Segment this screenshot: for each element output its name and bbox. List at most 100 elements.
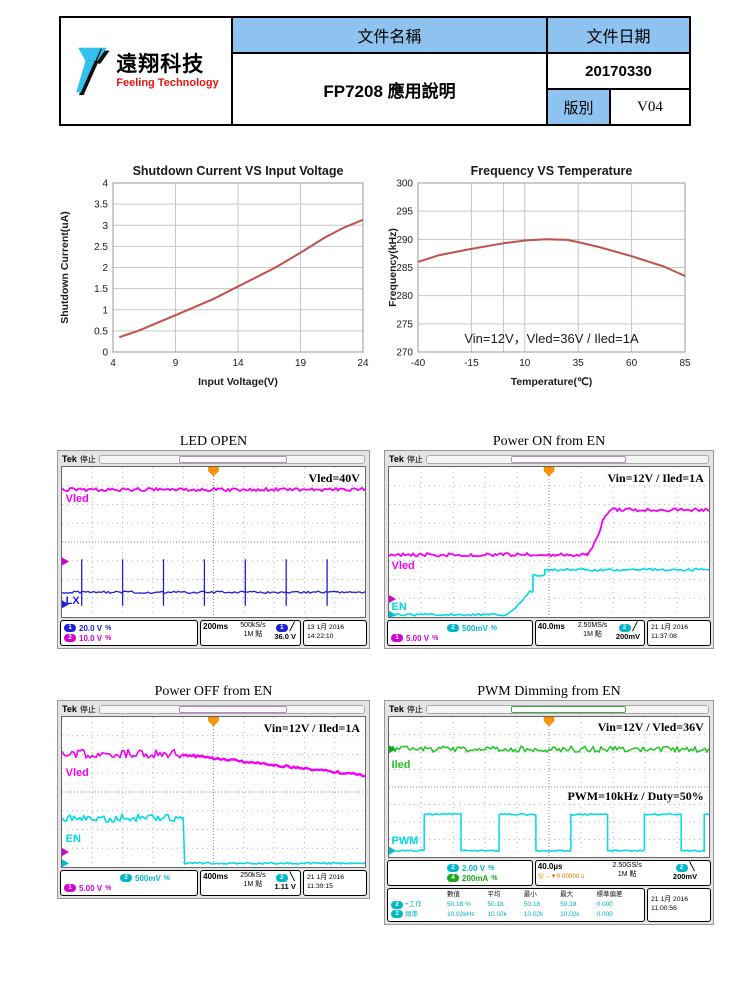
chart-text: Shutdown Current VS Input Voltage xyxy=(133,164,344,178)
run-state-label: 停止 xyxy=(79,454,96,464)
version-value: V04 xyxy=(609,88,691,126)
trigger-position-marker xyxy=(208,467,219,477)
doc-date-value: 20170330 xyxy=(546,52,691,90)
scope-topbar: Tek 停止 xyxy=(387,703,711,715)
tek-label: Tek xyxy=(389,454,404,464)
trace-label: Vled xyxy=(391,560,415,572)
waveform-canvas xyxy=(62,717,365,867)
chart-shutdown-current-vs-input-voltage: 4 9 14 19 24 0 0.5 1 1.5 2 2.5 3 3.5 4 Shutdown Curren… xyxy=(56,162,372,390)
trace-label: LX xyxy=(65,595,80,608)
measure-value: 0.000 xyxy=(596,910,613,918)
timebase-trigger-box: 200ms 500kS/s 1M 點 1 ╱ 36.0 V xyxy=(200,620,301,646)
trigger-slope-icon: ╲ xyxy=(289,872,295,881)
timebase-readout: 40.0µs Ⓤ→▼0.00000 s xyxy=(538,862,592,884)
tek-label: Tek xyxy=(62,454,77,464)
channel-readout: 2 10.0 V% xyxy=(64,634,194,643)
chart-text: 4 xyxy=(110,358,116,369)
bandwidth-indicator: % xyxy=(105,884,112,892)
graticule: Vled EN Vin=12V / Iled=1A xyxy=(388,466,710,618)
channel-scale: 500mV xyxy=(462,623,488,633)
measure-header: 最大 xyxy=(560,891,574,898)
scope-time: 11:00:56 xyxy=(651,905,677,912)
scope-date: 21 1月 2016 xyxy=(651,896,689,904)
scope-time: 14:22:10 xyxy=(307,633,334,640)
scope-time: 11:37:08 xyxy=(651,633,677,640)
trace-label: EN xyxy=(391,600,407,613)
bandwidth-indicator: % xyxy=(163,874,171,882)
measure-value: 0.000 xyxy=(596,900,613,908)
bandwidth-indicator: % xyxy=(105,634,112,642)
trace-label: EN xyxy=(65,832,81,845)
chart-text: 3 xyxy=(102,221,108,232)
channel-badge: 2 xyxy=(618,624,631,632)
trace xyxy=(62,813,184,823)
channel-readout-box: 2 2.00 V% 4 200mA% xyxy=(387,860,533,886)
scope-title: Power OFF from EN xyxy=(154,684,273,699)
version-label: 版別 xyxy=(546,88,611,126)
channel-badge: 2 xyxy=(275,874,288,882)
measure-value: 50.18 % xyxy=(447,900,471,908)
acquisition-window xyxy=(179,455,287,463)
trigger-readout: 2 ╲ 1.11 V xyxy=(272,872,298,894)
chart-text: 295 xyxy=(396,207,413,218)
timebase-readout: 200ms xyxy=(203,622,229,631)
graticule: Vled EN Vin=12V / Iled=1A xyxy=(61,716,366,868)
waveform-canvas xyxy=(62,467,365,617)
channel-badge: 1 xyxy=(275,624,288,632)
chart-text: -40 xyxy=(411,358,426,369)
scope-topbar: Tek 停止 xyxy=(60,703,367,715)
trace-label: Iled xyxy=(391,759,411,771)
acquisition-strip xyxy=(98,454,365,464)
channel-readout: 1 20.0 V% xyxy=(64,624,194,633)
sample-rate-readout: 250kS/s 1M 點 xyxy=(240,872,266,888)
channel-scale: 20.0 V xyxy=(79,623,103,633)
waveform-canvas xyxy=(389,467,709,617)
chart-frequency-vs-temperature: -40 -15 10 35 60 85 270 275 280 285 290 295 300 Frequ… xyxy=(384,162,710,390)
bandwidth-indicator: % xyxy=(488,864,495,872)
trace-label: PWM xyxy=(391,834,419,847)
chart-text: Vin=12V，Vled=36V / Iled=1A xyxy=(464,331,639,346)
trigger-level: 200mV xyxy=(672,872,698,881)
channel-ref-marker xyxy=(62,859,69,867)
channel-scale: 5.00 V xyxy=(79,883,103,893)
trigger-slope-icon: ╱ xyxy=(289,622,295,631)
chart-text: 9 xyxy=(173,358,179,369)
data-line xyxy=(417,238,686,277)
chart-text: 290 xyxy=(396,235,413,246)
channel-ref-marker xyxy=(62,600,69,609)
chart-text: 60 xyxy=(626,358,638,369)
chart-text: 10 xyxy=(519,358,531,369)
chart-text: 0 xyxy=(102,348,108,359)
measurement-table: 數值 平均 最小 最大 標準偏差 2 +工作 50.18 % 50.18 50.18 50.18 0.… xyxy=(387,888,645,922)
channel-scale: 10.0 V xyxy=(79,633,103,643)
measurement-grid: 數值 平均 最小 最大 標準偏差 2 +工作 50.18 % 50.18 50.18 50.18 0.… xyxy=(391,890,641,919)
channel-badge: 2 xyxy=(64,634,76,642)
chart-text: 280 xyxy=(396,291,413,302)
annotation: Vin=12V / Iled=1A xyxy=(261,720,362,735)
chart-canvas: 4 9 14 19 24 0 0.5 1 1.5 2 2.5 3 3.5 4 Shutdown Curren… xyxy=(59,164,369,388)
trace xyxy=(389,745,709,753)
plot-border xyxy=(417,182,686,353)
timebase-readout: 400ms xyxy=(203,872,229,881)
channel-ref-marker xyxy=(389,846,396,855)
logo-cell: 遠翔科技 Feeling Technology xyxy=(59,16,233,126)
channel-ref-marker xyxy=(389,745,396,754)
timebase-trigger-box: 40.0ms 2.50MS/s 1M 點 2 ╱ 200mV xyxy=(534,620,645,646)
measure-value: 50.18 xyxy=(523,900,541,908)
channel-scale: 5.00 V xyxy=(406,633,430,643)
measure-value: 10.02k xyxy=(487,910,507,918)
annotation: Vin=12V / Vled=36V xyxy=(595,720,706,735)
channel-badge: 1 xyxy=(64,884,76,892)
channel-scale: 500mV xyxy=(135,873,161,883)
trigger-position-marker xyxy=(543,467,555,477)
chart-text: Input Voltage(V) xyxy=(198,376,278,388)
scope-bezel: Tek 停止 Vled EN Vin=12V / Iled=1A 2 500mV% 1 5.00… xyxy=(57,700,370,899)
trace xyxy=(181,753,365,778)
run-state-label: 停止 xyxy=(406,704,423,714)
chart-text: 24 xyxy=(357,358,369,369)
chart-text: 14 xyxy=(232,358,244,369)
channel-readout: 2 500mV% xyxy=(64,874,194,883)
chart-canvas: -40 -15 10 35 60 85 270 275 280 285 290 295 300 Frequ… xyxy=(387,164,691,388)
